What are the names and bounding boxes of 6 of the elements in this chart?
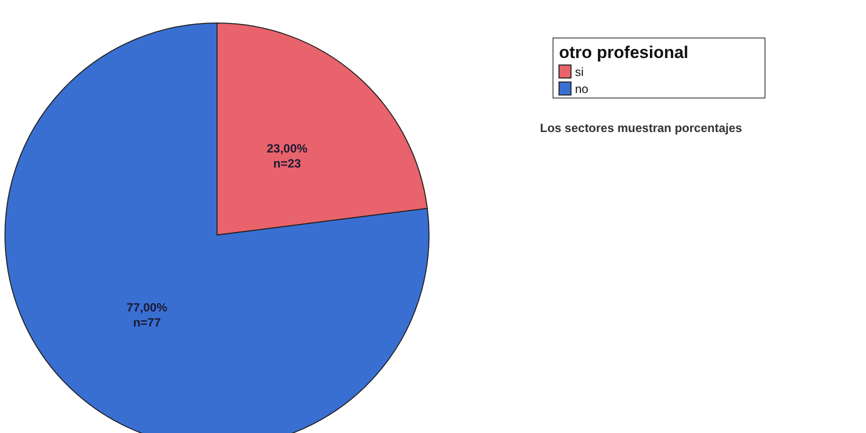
data-label: 23,00% n=23: [266, 141, 308, 170]
legend-label: no: [575, 82, 589, 96]
legend-title: otro profesional: [559, 43, 688, 62]
data-label: 77,00% n=77: [126, 300, 168, 330]
legend-label: si: [575, 65, 584, 79]
text: Los sectores muestran porcentajes: [540, 121, 742, 135]
